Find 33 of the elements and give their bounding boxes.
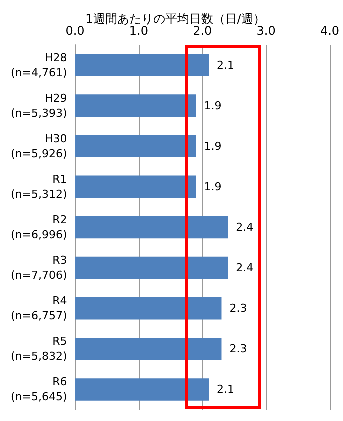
data-label: 1.9 — [204, 180, 222, 194]
bar — [75, 94, 196, 117]
y-tick-label: R4 (n=6,757) — [10, 294, 68, 323]
bar — [75, 135, 196, 158]
y-tick-label: H29 (n=5,393) — [10, 92, 68, 120]
x-tick-label: 4.0 — [320, 24, 340, 38]
y-tick-label: R5 (n=5,832) — [10, 335, 68, 364]
data-label: 2.3 — [230, 302, 248, 316]
bar — [75, 297, 222, 320]
data-label: 2.4 — [236, 221, 254, 234]
chart-title: 1週間あたりの平均日数（日/週） — [86, 12, 266, 26]
bar — [75, 256, 228, 280]
x-tick-label: 3.0 — [256, 24, 276, 38]
bar — [75, 378, 209, 401]
bar — [75, 54, 209, 76]
y-tick-label: R6 (n=5,645) — [10, 376, 68, 404]
y-tick-label: R1 (n=5,312) — [10, 172, 68, 201]
data-label: 1.9 — [204, 140, 222, 153]
x-tick-label: 0.0 — [66, 24, 85, 38]
data-label: 2.1 — [217, 383, 234, 396]
bar — [75, 338, 222, 360]
y-tick-label: H30 (n=5,926) — [10, 132, 68, 160]
x-tick-label: 2.0 — [193, 24, 212, 38]
data-label: 2.4 — [236, 262, 254, 275]
y-tick-label: R3 (n=7,706) — [10, 254, 68, 282]
bar — [75, 216, 228, 239]
x-tick-label: 1.0 — [129, 24, 148, 38]
data-label: 1.9 — [204, 99, 222, 112]
bar — [75, 176, 196, 198]
y-tick-label: R2 (n=6,996) — [10, 214, 68, 242]
y-tick-label: H28 (n=4,761) — [10, 51, 68, 80]
data-label: 2.3 — [230, 342, 248, 356]
data-label: 2.1 — [217, 58, 234, 72]
